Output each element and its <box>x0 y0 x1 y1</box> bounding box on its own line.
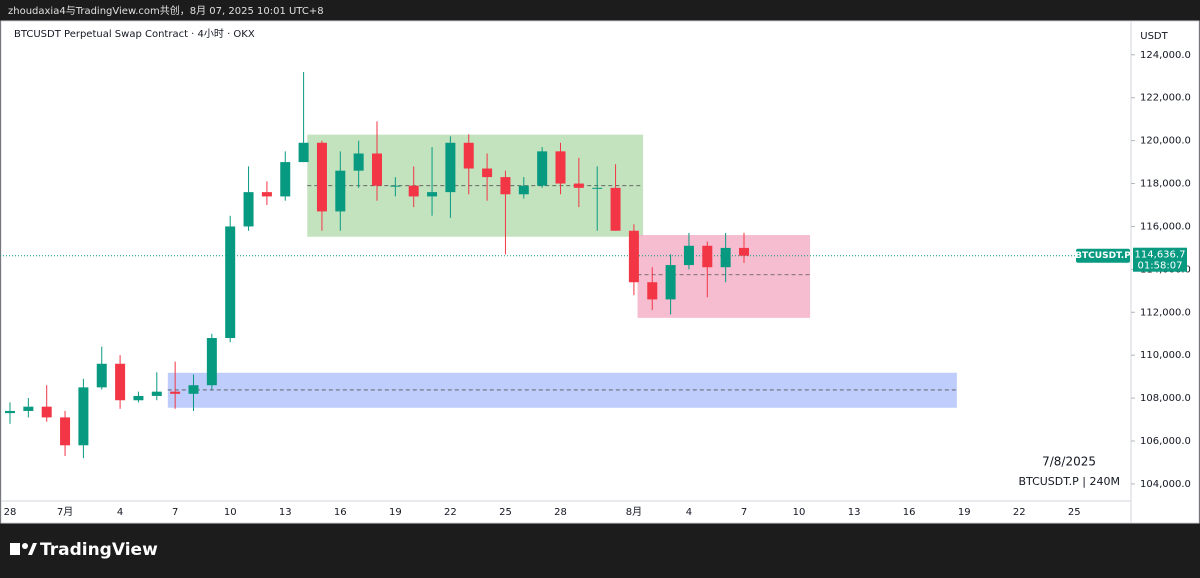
candle-body <box>41 406 52 418</box>
candle-body <box>390 185 401 187</box>
x-tick-label: 19 <box>958 507 971 518</box>
y-tick-label: 124,000.0 <box>1140 50 1191 61</box>
x-tick-label: 7 <box>741 507 747 518</box>
logo <box>10 543 37 555</box>
candle-body <box>298 142 309 163</box>
x-tick-label: 8月 <box>626 506 642 518</box>
x-tick-label: 25 <box>1068 507 1081 518</box>
x-tick-label: 22 <box>1013 507 1026 518</box>
x-tick-label: 22 <box>444 507 457 518</box>
x-tick-label: 10 <box>224 507 237 518</box>
candle-body <box>628 230 639 283</box>
candle-body <box>463 142 474 169</box>
candle-body <box>170 391 181 394</box>
candle-body <box>96 363 107 388</box>
last-price-label: 114,636.7 <box>1135 250 1186 261</box>
logo-mark <box>10 543 20 555</box>
chart-title: BTCUSDT Perpetual Swap Contract · 4小时 · … <box>14 28 255 40</box>
candle-body <box>206 338 217 386</box>
logo-mark <box>28 543 37 555</box>
x-tick-label: 7月 <box>57 506 73 518</box>
candle-body <box>665 265 676 300</box>
candle-body <box>518 185 529 195</box>
x-tick-label: 13 <box>279 507 292 518</box>
candle-body <box>445 142 456 193</box>
candle-body <box>353 153 364 171</box>
candle-body <box>280 162 291 197</box>
y-tick-label: 120,000.0 <box>1140 136 1191 147</box>
x-tick-label: 7 <box>172 507 178 518</box>
candle-body <box>151 391 162 396</box>
y-tick-label: 122,000.0 <box>1140 93 1191 104</box>
candle-body <box>427 192 438 197</box>
plot <box>0 71 1131 459</box>
candle-body <box>261 192 272 197</box>
candle-body <box>188 385 199 394</box>
top-bar <box>0 0 1200 20</box>
x-tick-label: 25 <box>499 507 512 518</box>
logo-mark <box>22 543 28 549</box>
y-tick-label: 108,000.0 <box>1140 393 1191 404</box>
y-tick-label: 110,000.0 <box>1140 350 1191 361</box>
header: zhoudaxia4与TradingView.com共创，8月 07, 2025… <box>8 4 324 17</box>
candle-body <box>739 247 749 256</box>
x-tick-label: 16 <box>903 507 916 518</box>
candle-body <box>23 406 34 411</box>
watermark-date: 7/8/2025 <box>1042 455 1096 469</box>
y-tick-label: 104,000.0 <box>1140 479 1191 490</box>
y-tick-label: 116,000.0 <box>1140 221 1191 232</box>
candle-body <box>78 387 89 446</box>
candle-body <box>647 282 658 300</box>
x-tick-label: 4 <box>686 507 692 518</box>
candle-body <box>243 192 254 227</box>
candle-body <box>555 151 566 184</box>
candle-body <box>408 185 419 197</box>
symbol-tag-bg <box>1076 248 1130 263</box>
candle-body <box>573 183 584 188</box>
x-tick-label: 16 <box>334 507 347 518</box>
candle-body <box>537 151 548 186</box>
x-tick-label: 4 <box>117 507 123 518</box>
candle-body <box>482 168 493 178</box>
candle-body <box>720 247 731 268</box>
candle-body <box>60 417 71 446</box>
zone <box>637 235 811 318</box>
candle-body <box>5 410 15 414</box>
candle-body <box>702 245 713 268</box>
last-price-tag-bg <box>1133 247 1187 272</box>
x-tick-label: 19 <box>389 507 402 518</box>
y-tick-label: 106,000.0 <box>1140 436 1191 447</box>
candle-body <box>592 187 603 189</box>
footer-brand: TradingView <box>40 540 158 560</box>
x-tick-label: 28 <box>554 507 567 518</box>
x-tick-label: 13 <box>848 507 861 518</box>
x-tick-label: 28 <box>4 507 17 518</box>
candle-body <box>335 170 346 212</box>
candle-body <box>372 153 382 186</box>
symbol-tag: BTCUSDT.P <box>1075 251 1131 261</box>
candle-body <box>133 395 144 401</box>
candle-body <box>500 177 511 195</box>
candle-body <box>316 142 327 212</box>
candle-body <box>610 187 621 231</box>
candle-body <box>225 226 236 339</box>
axis-unit: USDT <box>1140 31 1168 42</box>
countdown: 01:58:07 <box>1138 261 1183 272</box>
zone <box>307 134 644 237</box>
candle-body <box>683 245 694 266</box>
x-tick-label: 10 <box>793 507 806 518</box>
y-tick-label: 112,000.0 <box>1140 307 1191 318</box>
watermark-symbol: BTCUSDT.P | 240M <box>1018 475 1120 488</box>
y-tick-label: 118,000.0 <box>1140 179 1191 190</box>
candle-body <box>115 363 126 401</box>
chart-panel <box>0 20 1200 524</box>
